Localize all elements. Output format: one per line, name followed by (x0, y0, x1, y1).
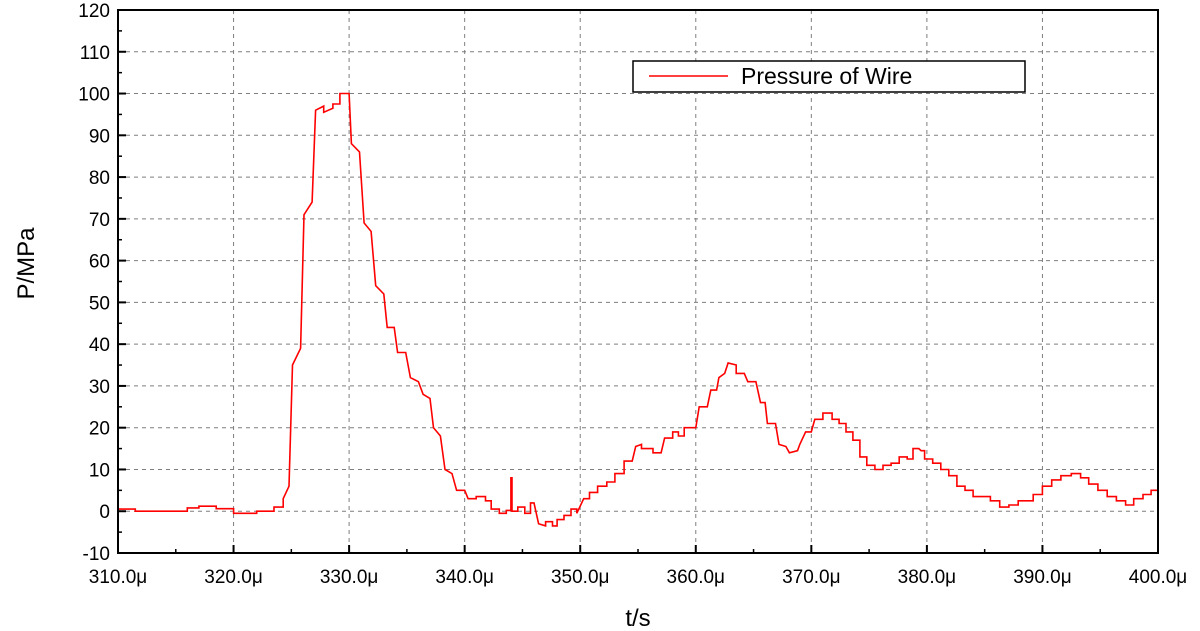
legend: Pressure of Wire (632, 60, 1026, 93)
x-tick-label: 310.0μ (89, 567, 148, 588)
y-tick-label: 0 (99, 502, 110, 523)
y-tick-label: 120 (78, 1, 110, 22)
x-tick-label: 370.0μ (782, 567, 841, 588)
x-tick-label: 340.0μ (435, 567, 494, 588)
y-tick-label: 110 (80, 43, 110, 64)
x-tick-label: 350.0μ (551, 567, 610, 588)
series-line-pressure-of-wire (118, 92, 1158, 527)
y-axis-title: P/MPa (13, 227, 40, 300)
y-tick-label: 10 (89, 460, 110, 481)
x-tick-label: 380.0μ (898, 567, 957, 588)
grid-lines (118, 10, 1158, 553)
y-tick-label: 90 (89, 126, 110, 147)
y-tick-label: 20 (89, 419, 110, 440)
x-tick-label: 400.0μ (1129, 567, 1188, 588)
x-tick-label: 360.0μ (667, 567, 726, 588)
legend-label-pressure-of-wire: Pressure of Wire (741, 63, 912, 89)
x-tick-label: 390.0μ (1013, 567, 1072, 588)
y-tick-label: 70 (89, 210, 110, 231)
y-tick-label: 100 (78, 85, 110, 106)
y-tick-label: -10 (83, 544, 110, 565)
y-tick-label: 30 (89, 377, 110, 398)
y-tick-label: 40 (89, 335, 110, 356)
axis-ticks: 310.0μ 320.0μ 330.0μ 340.0μ 350.0μ 360.0μ 370.… (78, 1, 1187, 588)
x-tick-label: 330.0μ (320, 567, 379, 588)
y-tick-label: 80 (89, 168, 110, 189)
series-layer (118, 92, 1158, 527)
x-tick-label: 320.0μ (204, 567, 263, 588)
y-tick-label: 60 (89, 252, 110, 273)
y-tick-label: 50 (89, 293, 110, 314)
x-axis-title: t/s (625, 605, 650, 631)
